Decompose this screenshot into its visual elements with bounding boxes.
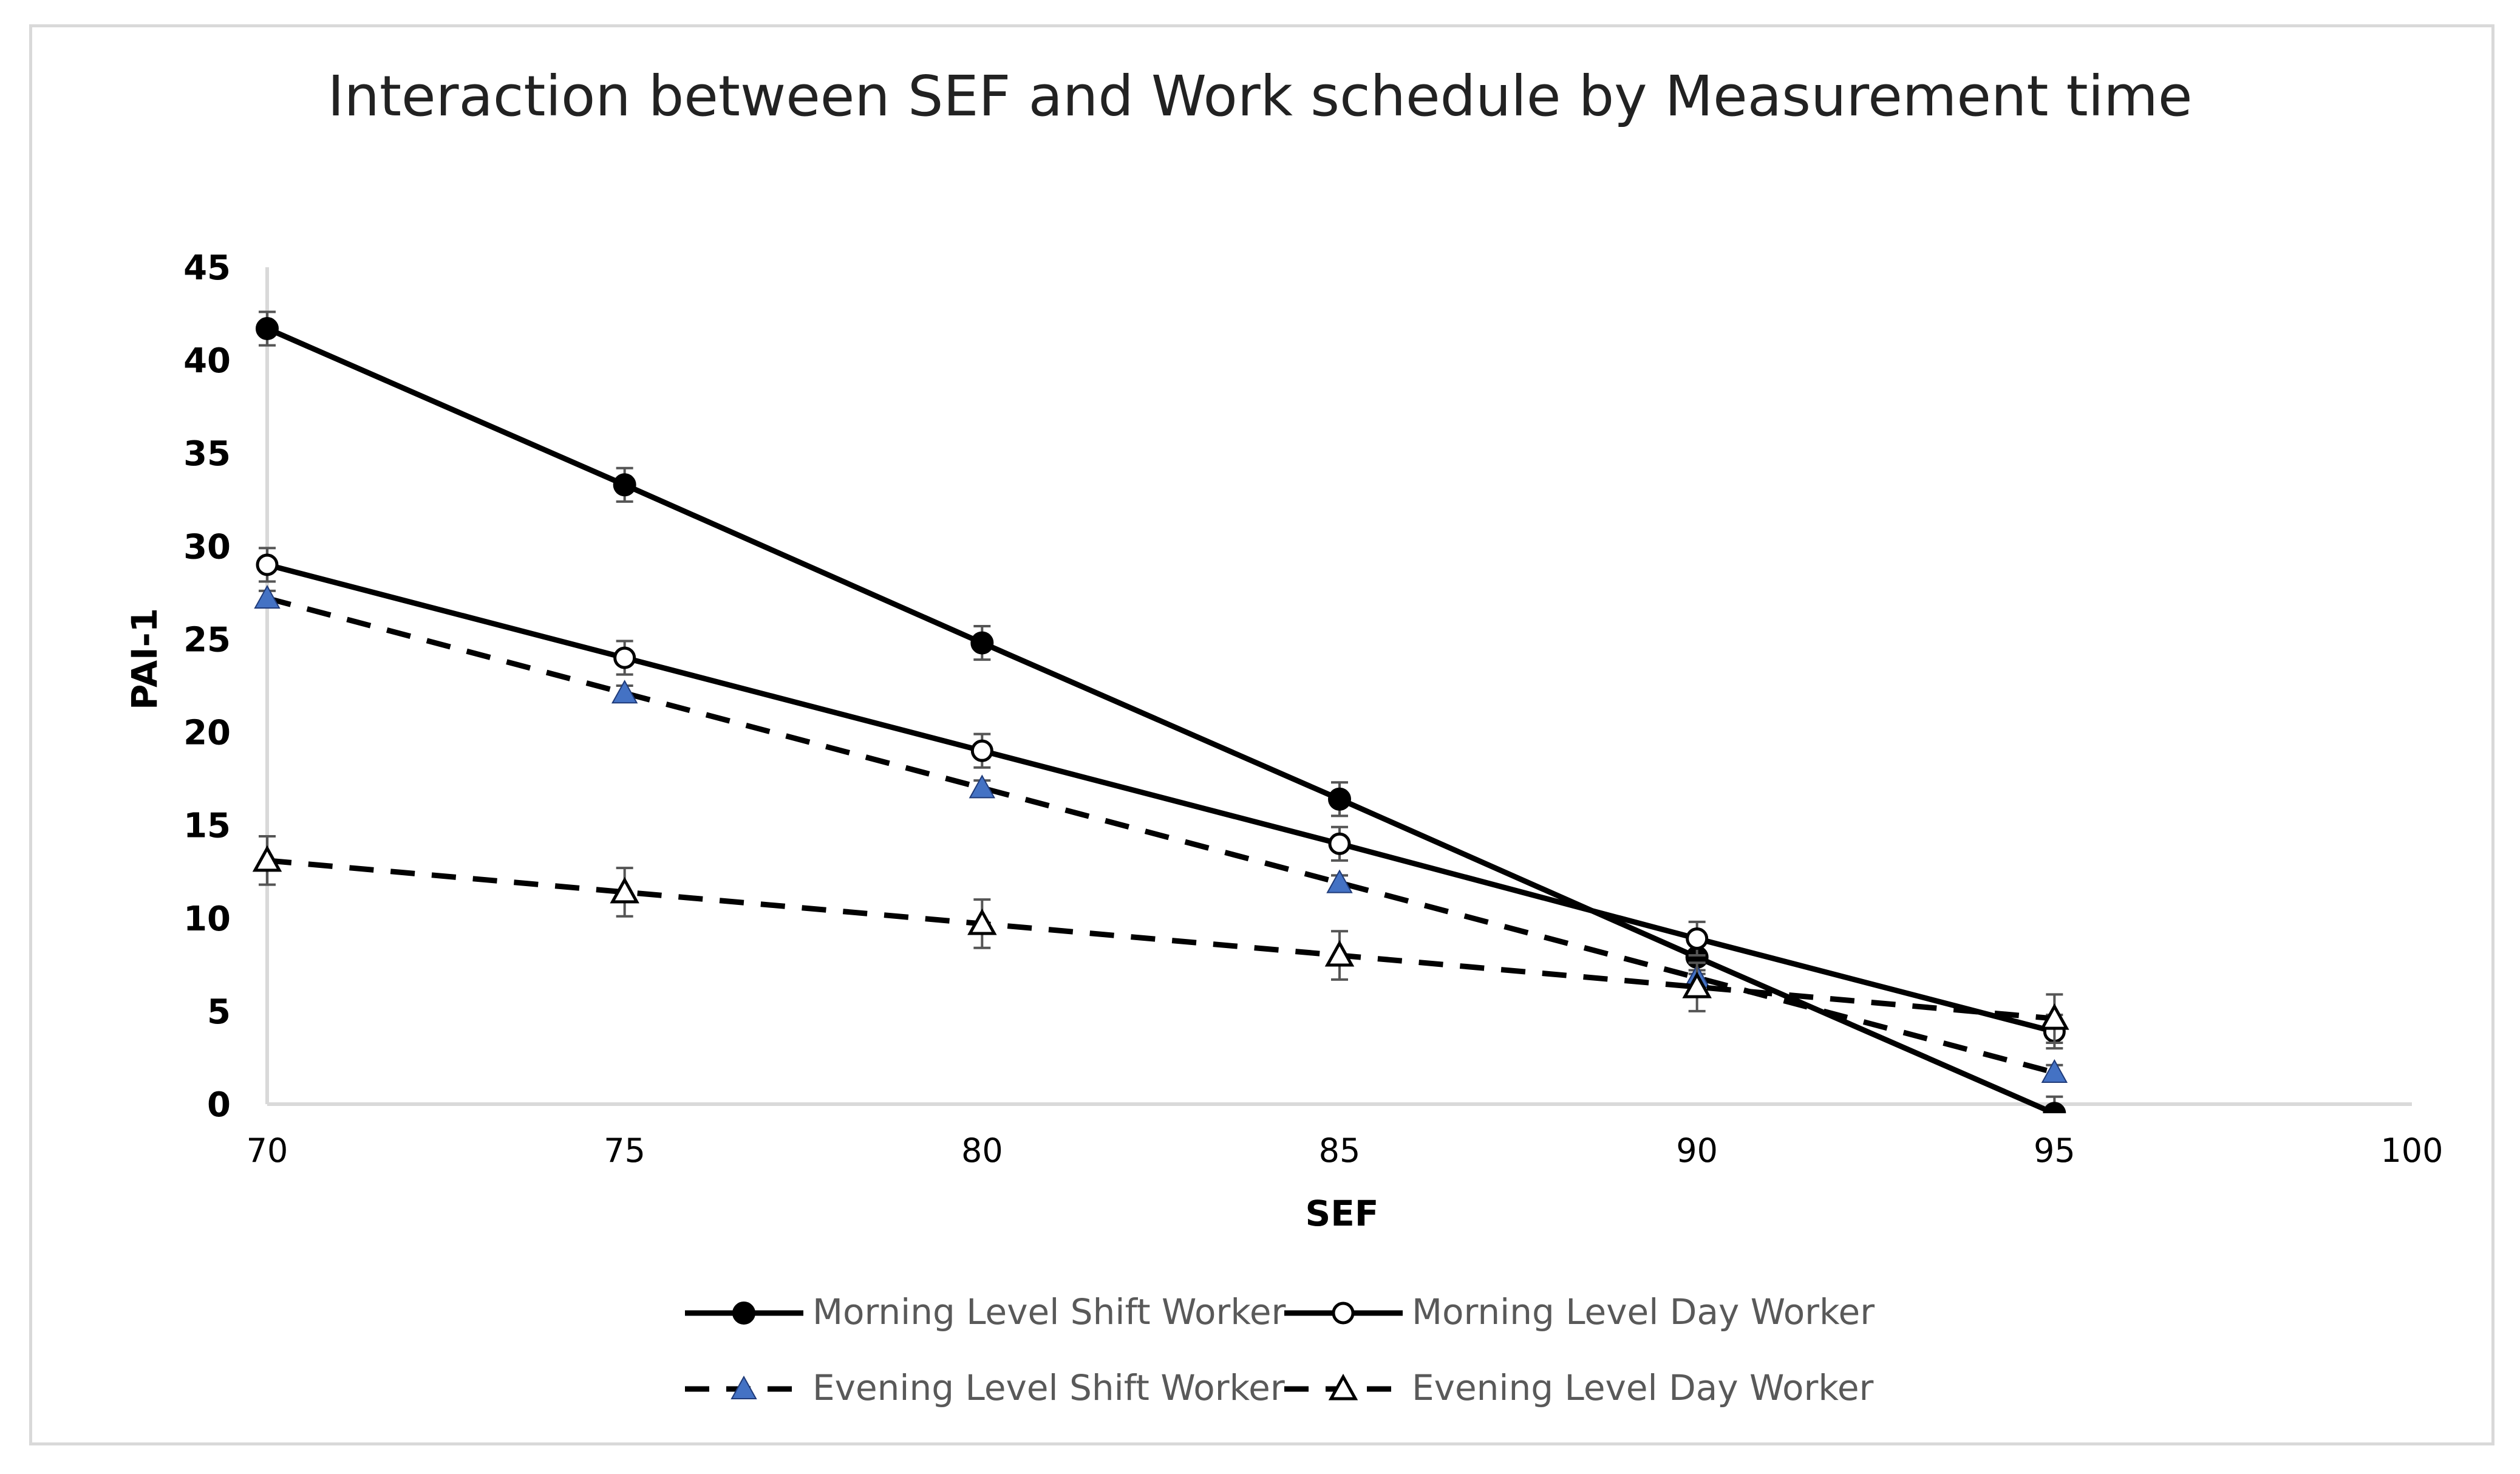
y-tick-label: 40 [183,341,231,381]
series-line [266,326,2056,1113]
x-tick-label: 90 [1676,1131,1718,1170]
data-point [1686,927,1709,950]
legend-label-evening-day: Evening Level Day Worker [1412,1367,1874,1408]
data-point [254,585,281,609]
data-point [611,680,638,704]
data-point [970,739,993,762]
series-layer [252,310,2069,1113]
x-tick-label: 75 [604,1131,645,1170]
data-point [969,774,996,799]
series-line [266,562,2055,1034]
legend-marker [730,1375,757,1399]
chart-frame [29,24,2494,1445]
data-point [610,876,639,904]
data-point [2043,1102,2066,1113]
y-tick-label: 45 [183,248,231,288]
y-tick-label: 15 [183,807,231,846]
x-tick-label: 80 [961,1131,1003,1170]
legend-label-evening-shift: Evening Level Shift Worker [812,1367,1285,1408]
data-point [1324,940,1355,967]
legend-item-morning-shift [685,1302,803,1325]
data-point [970,631,994,655]
legend-marker [1328,1373,1358,1401]
data-point [1682,971,1712,998]
legend-label-morning-day: Morning Level Day Worker [1412,1291,1875,1332]
series-3 [252,835,2069,1044]
legend-marker [1332,1302,1355,1325]
data-point [1328,832,1351,855]
data-point [1328,787,1351,811]
tick-labels: 70 75 80 85 90 95 100 0 5 10 15 20 25 30 35 40 45 [183,248,2443,1170]
x-tick-label: 70 [247,1131,288,1170]
y-tick-label: 5 [207,992,231,1032]
legend-item-morning-day [1284,1302,1403,1325]
y-tick-label: 30 [183,527,231,567]
data-point [613,473,636,497]
legend-item-evening-shift [685,1375,803,1399]
x-tick-label: 100 [2380,1131,2443,1170]
legend-label-morning-shift: Morning Level Shift Worker [812,1291,1286,1332]
data-point [252,845,282,872]
y-tick-label: 0 [207,1085,231,1125]
data-point [256,553,279,576]
series-1 [256,547,2066,1050]
series-line [266,595,2055,1076]
y-tick-label: 25 [183,620,231,660]
series-2 [254,585,2068,1083]
chart-title: Interaction between SEF and Work schedul… [328,64,2193,129]
y-tick-label: 10 [183,899,231,939]
x-tick-label: 95 [2034,1131,2076,1170]
legend-item-evening-day [1284,1373,1403,1401]
data-point [1326,869,1353,893]
series-0 [256,310,2066,1113]
data-point [2041,1059,2068,1083]
data-point [2040,1003,2069,1030]
legend: Morning Level Shift Worker Morning Level… [685,1291,1875,1408]
y-tick-label: 20 [183,714,231,753]
x-tick-label: 85 [1319,1131,1361,1170]
data-point [256,317,279,341]
data-point [967,908,997,935]
y-axis-label: PAI-1 [124,608,165,710]
series-line [267,858,2055,1022]
legend-marker [732,1302,755,1325]
data-point [613,646,636,669]
y-tick-label: 35 [183,434,231,474]
x-axis-label: SEF [1305,1193,1378,1234]
